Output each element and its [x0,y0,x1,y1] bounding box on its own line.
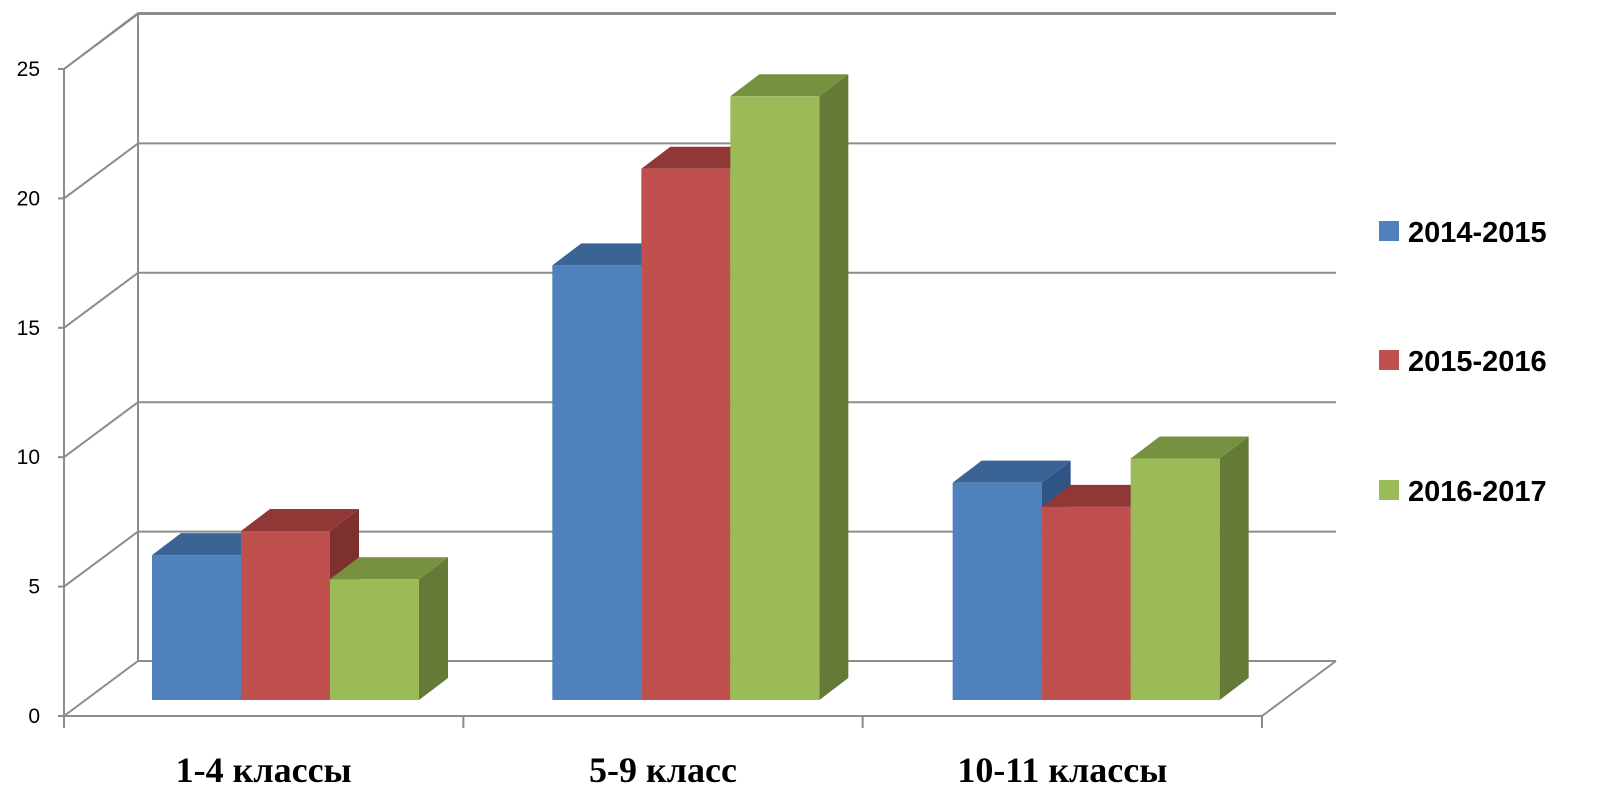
side-wall-gridline [63,660,139,717]
side-wall-gridline [63,12,139,70]
bar [241,508,359,700]
legend-swatch [1379,480,1399,500]
bar-side-face [419,557,448,700]
legend-item: 2016-2017 [1379,476,1547,508]
bar-top-face [730,74,849,97]
bar-top-face [552,243,671,266]
bar [730,74,849,701]
x-tick-label: 1-4 классы [176,750,352,790]
bar-top-face [241,508,359,531]
y-tick-label: 15 [17,317,40,340]
y-tick-label: 10 [17,446,40,469]
bar-top-face [152,533,270,556]
legend: 2014-2015 2015-2016 2016-2017 [1379,217,1547,508]
bar-front-face [241,530,330,700]
bar-top-face [641,146,760,169]
bar-side-face [1219,436,1249,700]
bar-front-face [552,265,642,700]
legend-swatch [1379,221,1399,241]
bar-top-face [952,460,1071,483]
legend-label: 2015-2016 [1408,346,1547,378]
side-wall-gridline [63,142,139,200]
bar-top-face [1041,484,1160,507]
legend-label: 2014-2015 [1408,217,1547,249]
floor-edge [1261,660,1337,717]
y-tick-label: 25 [17,58,40,81]
bar-front-face [1130,458,1220,700]
bar-front-face [952,482,1042,700]
bar-front-face [152,555,241,700]
side-wall-gridline [63,530,139,588]
bar [1130,436,1249,700]
legend-label: 2016-2017 [1408,476,1547,508]
bar-front-face [641,168,731,701]
side-wall-gridline [63,271,139,329]
axis-group: 0 5 10 15 20 25 1-4 классы 5-9 класс 10-11 класс… [17,58,1263,790]
bar [330,557,448,700]
bar-front-face [1041,506,1131,700]
legend-swatch [1379,350,1399,370]
y-tick-label: 20 [17,187,40,210]
y-tick-label: 0 [28,705,40,728]
side-wall-gridline [63,401,139,459]
bar-top-face [1130,436,1249,459]
bar-front-face [330,579,419,700]
x-tick-label: 10-11 классы [957,750,1167,790]
bar-side-face [819,74,849,701]
legend-item: 2015-2016 [1379,346,1547,378]
bar-series-group [152,74,1249,701]
bar-top-face [330,557,448,580]
bar-front-face [730,96,820,701]
y-tick-label: 5 [28,576,40,599]
legend-item: 2014-2015 [1379,217,1547,249]
x-tick-label: 5-9 класс [589,750,737,790]
